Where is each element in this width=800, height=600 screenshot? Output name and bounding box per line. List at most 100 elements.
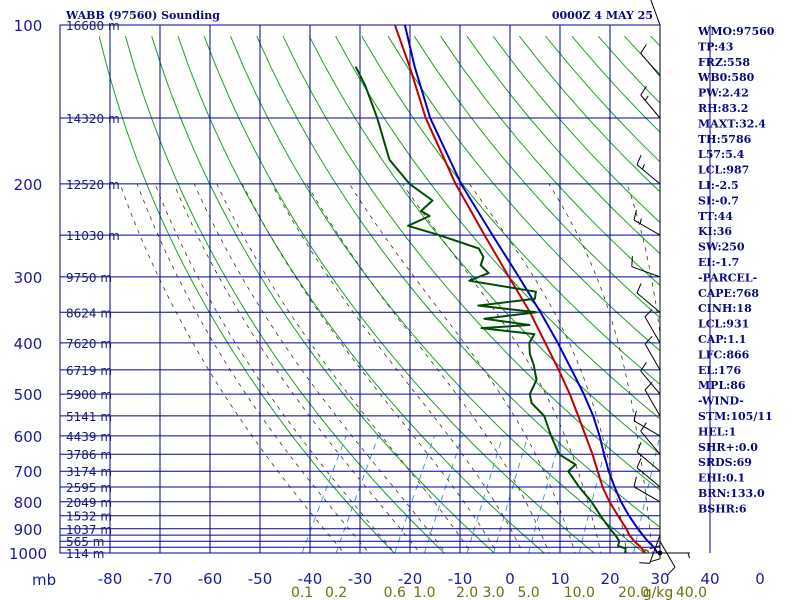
wind-barb-full <box>639 562 650 564</box>
pressure-tick-label: 600 <box>14 428 43 446</box>
wind-barb-full <box>644 308 653 318</box>
moist-adiabat-line <box>154 183 395 553</box>
temperature-tick-label: 0 <box>505 570 515 588</box>
height-label: 16680 m <box>66 19 120 33</box>
mixing-ratio-line <box>466 435 504 553</box>
index-item: CAP:1.1 <box>698 333 746 346</box>
wind-barb <box>640 362 661 395</box>
index-item: -PARCEL- <box>698 271 757 284</box>
mixing-ratio-label: 10.0 <box>564 585 595 600</box>
index-item: FRZ:558 <box>698 56 750 69</box>
mixing-ratio-line <box>633 435 660 553</box>
index-item: LCL:931 <box>698 318 749 331</box>
dry-adiabat-line <box>203 36 596 553</box>
wind-barb <box>640 44 661 77</box>
wind-barb-staff <box>640 430 661 455</box>
wind-barb-staff <box>636 164 661 185</box>
wind-barb <box>631 256 661 278</box>
virtual-temperature-line <box>403 25 659 553</box>
height-label: 1532 m <box>66 510 112 524</box>
wind-barb-staff <box>636 451 661 472</box>
height-label: 114 m <box>66 547 104 561</box>
wind-barb-staff <box>631 266 661 278</box>
index-item: HEL:1 <box>698 425 736 438</box>
index-item: SW:250 <box>698 241 745 254</box>
temperature-line <box>393 25 647 553</box>
temperature-tick-label: -30 <box>348 570 373 588</box>
height-label: 5141 m <box>66 410 112 424</box>
height-label: 1037 m <box>66 523 112 537</box>
wind-barb-full <box>640 86 647 96</box>
temperature-tick-label: 40 <box>700 570 719 588</box>
moist-adiabat-line <box>136 183 370 553</box>
wind-barb-staff <box>640 370 661 395</box>
dry-adiabat-line <box>361 35 660 386</box>
wind-barb-full <box>640 44 647 54</box>
wind-barb-staff <box>633 420 661 437</box>
pressure-tick-label: 300 <box>14 269 43 287</box>
wind-barb-full <box>636 154 642 165</box>
wind-profile <box>631 0 690 576</box>
pressure-tick-label: 1000 <box>9 545 47 563</box>
pressure-tick-label: 400 <box>14 335 43 353</box>
wind-barb-full <box>636 458 642 468</box>
index-item: LI:-2.5 <box>698 179 739 192</box>
wind-barb-staff <box>633 219 661 236</box>
moist-adiabat-line <box>271 183 524 553</box>
wind-barb <box>650 0 661 26</box>
mixing-ratio-line <box>394 435 435 553</box>
index-item: RH:83.2 <box>698 102 748 115</box>
index-item: SI:-0.7 <box>698 194 739 207</box>
index-item: L57:5.4 <box>698 148 745 161</box>
wind-barb-full <box>633 209 637 221</box>
index-item: LFC:866 <box>698 348 750 361</box>
wind-barb-staff <box>640 52 661 77</box>
moist-adiabat-line <box>241 183 498 553</box>
station-title: WABB (97560) Sounding <box>65 9 220 22</box>
temperature-tick-label: 10 <box>550 570 569 588</box>
wind-barb <box>649 515 661 550</box>
index-item: TH:5786 <box>698 133 752 146</box>
mixing-ratio-line <box>528 435 562 553</box>
index-item: BRN:133.0 <box>698 487 765 500</box>
index-item: TT:44 <box>698 210 733 223</box>
dry-adiabat-line <box>440 35 660 286</box>
wind-barb-full <box>633 476 637 487</box>
wind-barb <box>640 86 661 119</box>
dry-adiabat-line <box>387 35 660 352</box>
wind-barb-full <box>636 442 642 453</box>
wind-barb-half <box>687 552 690 559</box>
mixing-ratio-label: 0.2 <box>325 585 347 600</box>
mixing-ratio-label: 0.6 <box>384 585 406 600</box>
index-item: TP:43 <box>698 40 733 53</box>
height-label: 3786 m <box>66 448 112 462</box>
wind-barb <box>644 335 661 371</box>
moist-adiabat-line <box>469 183 628 553</box>
mixing-ratio-line <box>493 435 529 553</box>
moist-adiabat-line <box>349 183 576 553</box>
mixing-ratio-label: 40.0 <box>676 585 707 600</box>
height-label: 8624 m <box>66 306 112 320</box>
pressure-unit-label: mb <box>32 571 56 589</box>
mixing-ratio-label: 5.0 <box>517 585 539 600</box>
wind-barb <box>636 442 661 472</box>
temperature-tick-label: 30 <box>650 570 669 588</box>
index-item: CAPE:768 <box>698 287 759 300</box>
height-label: 565 m <box>66 535 104 549</box>
wind-barb <box>639 534 661 564</box>
mixing-ratio-line <box>578 435 610 553</box>
temperature-tick-label: -10 <box>448 570 473 588</box>
temperature-tick-label: -40 <box>298 570 323 588</box>
wind-barb-full <box>633 410 637 422</box>
index-item: MPL:86 <box>698 379 746 392</box>
index-item: CINH:18 <box>698 302 752 315</box>
height-label: 12520 m <box>66 178 120 192</box>
index-item: PW:2.42 <box>698 87 749 100</box>
temperature-tick-label: -80 <box>98 570 123 588</box>
dry-adiabat-line <box>282 35 660 491</box>
pressure-tick-label: 200 <box>14 176 43 194</box>
surface-wind-dot <box>657 550 663 556</box>
dry-adiabat-line <box>230 36 646 553</box>
wind-barb-staff <box>650 0 661 26</box>
